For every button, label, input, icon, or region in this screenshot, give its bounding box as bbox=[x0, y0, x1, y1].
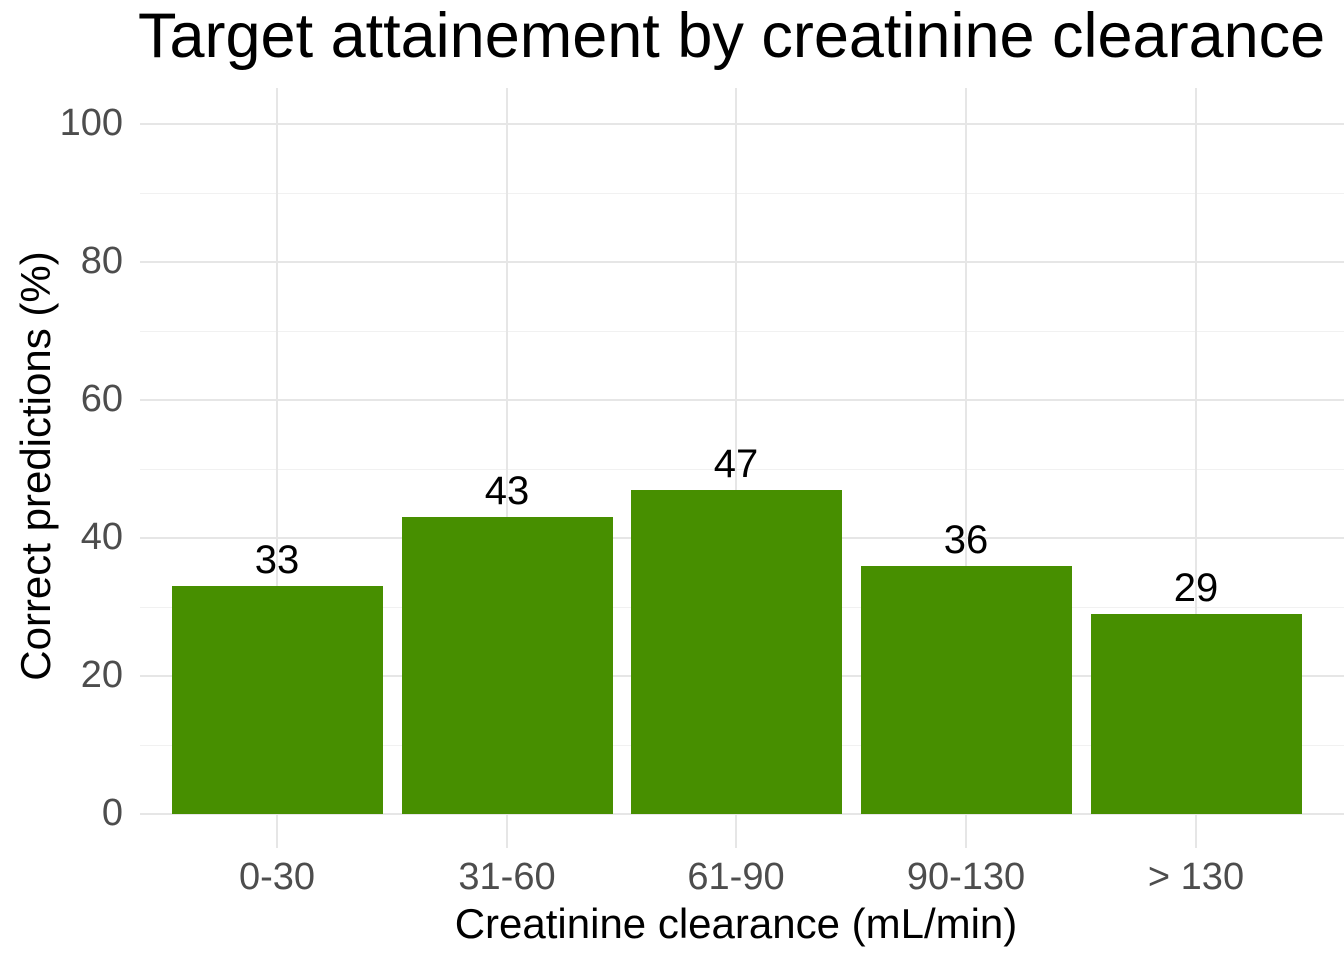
bar-31-60 bbox=[401, 517, 613, 814]
bar-value-label: 43 bbox=[484, 469, 530, 514]
y-tick-label: 40 bbox=[80, 516, 123, 558]
bar-> 130 bbox=[1090, 613, 1302, 814]
gridline-y-major bbox=[140, 399, 1344, 402]
bar-0-30 bbox=[171, 586, 383, 814]
gridline-x-major bbox=[506, 88, 509, 848]
gridline-y-major bbox=[140, 813, 1344, 816]
plot-panel: 33 43 47 36 29 bbox=[140, 88, 1344, 848]
bar-value-label: 33 bbox=[254, 538, 300, 583]
gridline-y-minor bbox=[140, 193, 1344, 195]
bar-90-130 bbox=[860, 565, 1072, 814]
y-tick-label: 60 bbox=[80, 378, 123, 420]
x-tick-label: 0-30 bbox=[238, 856, 316, 898]
gridline-y-major bbox=[140, 261, 1344, 264]
gridline-x-major bbox=[276, 88, 279, 848]
bar-61-90 bbox=[630, 489, 842, 814]
x-tick-label: 61-90 bbox=[687, 856, 785, 898]
y-tick-label: 100 bbox=[59, 102, 123, 144]
chart-title: Target attainement by creatinine clearan… bbox=[138, 1, 1326, 71]
y-tick-label: 0 bbox=[101, 792, 123, 834]
y-tick-label: 20 bbox=[80, 654, 123, 696]
gridline-x-major bbox=[1195, 88, 1198, 848]
gridline-x-major bbox=[965, 88, 968, 848]
gridline-y-major bbox=[140, 123, 1344, 126]
x-tick-label: 90-130 bbox=[906, 856, 1026, 898]
bar-value-label: 47 bbox=[713, 441, 759, 486]
gridline-x-major bbox=[735, 88, 738, 848]
y-axis-title: Correct predictions (%) bbox=[12, 251, 59, 681]
y-tick-label: 80 bbox=[80, 240, 123, 282]
x-tick-label: 31-60 bbox=[458, 856, 556, 898]
x-axis-title: Creatinine clearance (mL/min) bbox=[454, 900, 1018, 947]
gridline-y-minor bbox=[140, 331, 1344, 333]
gridline-y-minor bbox=[140, 469, 1344, 471]
bar-value-label: 29 bbox=[1173, 565, 1219, 610]
x-tick-label: > 130 bbox=[1147, 856, 1245, 898]
y-axis-tick-labels: 0 20 40 60 80 100 bbox=[0, 0, 123, 960]
bar-value-label: 36 bbox=[943, 517, 989, 562]
x-axis-tick-labels: 0-30 31-60 61-90 90-130 > 130 bbox=[0, 857, 1344, 901]
